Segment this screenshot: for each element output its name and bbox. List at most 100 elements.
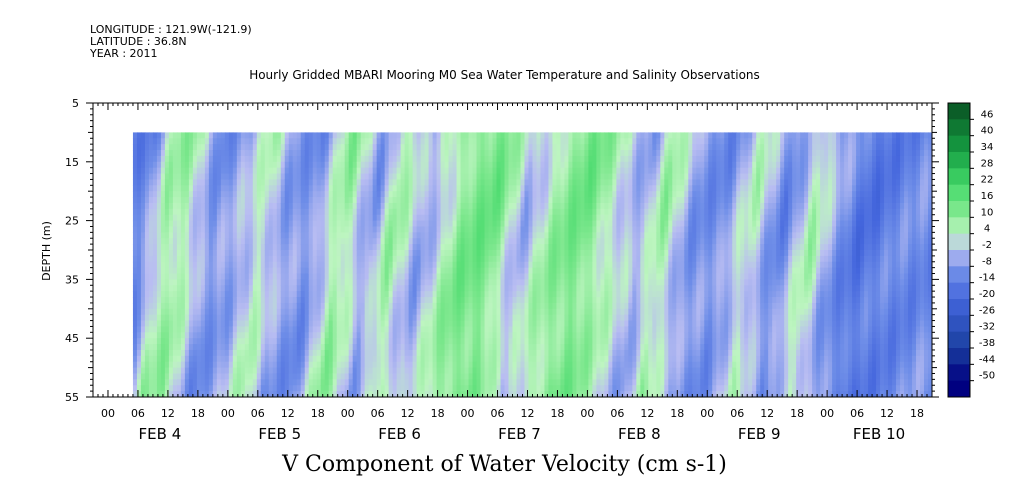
heatmap-cell [172, 214, 178, 222]
heatmap-cell [496, 214, 502, 222]
heatmap-cell [136, 179, 142, 186]
heatmap-cell [388, 144, 394, 151]
heatmap-cell [232, 202, 238, 210]
heatmap-cell [396, 320, 402, 328]
heatmap-cell [544, 285, 550, 292]
heatmap-cell [172, 167, 178, 175]
heatmap-cell [368, 338, 374, 345]
heatmap-cell [248, 244, 254, 251]
heatmap-cell [308, 338, 314, 345]
heatmap-cell [244, 355, 250, 363]
heatmap-cell [536, 279, 542, 286]
heatmap-cell [168, 220, 174, 228]
heatmap-cell [480, 232, 486, 239]
heatmap-cell [216, 279, 222, 286]
heatmap-cell [480, 302, 486, 310]
heatmap-cell [272, 238, 278, 245]
heatmap-cell [332, 338, 338, 345]
heatmap-cell [252, 308, 258, 316]
heatmap-cell [452, 238, 458, 245]
heatmap-cell [360, 226, 366, 233]
heatmap-cell [136, 132, 142, 139]
heatmap-cell [240, 379, 246, 386]
heatmap-cell [424, 379, 430, 386]
heatmap-cell [520, 226, 526, 233]
heatmap-cell [500, 261, 506, 269]
heatmap-cell [328, 202, 334, 210]
heatmap-cell [188, 279, 194, 286]
heatmap-cell [244, 132, 250, 139]
heatmap-cell [244, 361, 250, 369]
heatmap-cell [536, 220, 542, 228]
heatmap-cell [544, 185, 550, 192]
heatmap-cell [336, 155, 342, 163]
heatmap-cell [344, 308, 350, 316]
heatmap-cell [404, 344, 410, 351]
heatmap-cell [452, 361, 458, 369]
heatmap-cell [324, 250, 330, 257]
heatmap-cell [312, 291, 318, 298]
heatmap-cell [400, 214, 406, 222]
heatmap-cell [504, 273, 510, 280]
heatmap-cell [488, 144, 494, 151]
heatmap-cell [316, 138, 322, 145]
heatmap-cell [300, 320, 306, 328]
heatmap-cell [468, 355, 474, 363]
heatmap-cell [348, 138, 354, 145]
heatmap-cell [380, 267, 386, 275]
heatmap-cell [460, 232, 466, 239]
heatmap-cell [172, 226, 178, 233]
heatmap-cell [280, 220, 286, 228]
heatmap-cell [396, 220, 402, 228]
heatmap-cell [280, 155, 286, 163]
heatmap-cell [160, 208, 166, 216]
heatmap-cell [484, 161, 490, 169]
heatmap-cell [248, 132, 254, 139]
heatmap-cell [564, 332, 570, 339]
heatmap-cell [420, 185, 426, 192]
heatmap-cell [160, 385, 166, 392]
heatmap-cell [480, 244, 486, 251]
heatmap-cell [508, 220, 514, 228]
heatmap-cell [324, 285, 330, 292]
heatmap-cell [516, 326, 522, 333]
heatmap-cell [540, 279, 546, 286]
heatmap-cell [344, 344, 350, 351]
heatmap-cell [408, 261, 414, 269]
heatmap-cell [404, 273, 410, 280]
heatmap-cell [164, 355, 170, 363]
heatmap-cell [224, 302, 230, 310]
heatmap-cell [348, 226, 354, 233]
heatmap-cell [152, 208, 158, 216]
heatmap-cell [456, 344, 462, 351]
heatmap-cell [240, 273, 246, 280]
heatmap-cell [236, 167, 242, 175]
heatmap-cell [280, 208, 286, 216]
heatmap-cell [268, 250, 274, 257]
heatmap-cell [136, 355, 142, 363]
heatmap-cell [408, 379, 414, 386]
heatmap-cell [456, 320, 462, 328]
heatmap-cell [484, 179, 490, 186]
heatmap-cell [244, 191, 250, 198]
heatmap-cell [456, 379, 462, 386]
heatmap-cell [336, 349, 342, 357]
heatmap-cell [284, 314, 290, 322]
heatmap-cell [380, 385, 386, 392]
heatmap-cell [420, 379, 426, 386]
heatmap-cell [304, 355, 310, 363]
heatmap-cell [532, 373, 538, 380]
heatmap-cell [464, 361, 470, 369]
heatmap-cell [268, 197, 274, 204]
heatmap-cell [236, 391, 242, 397]
heatmap-cell [524, 132, 530, 139]
heatmap-cell [148, 320, 154, 328]
heatmap-cell [164, 326, 170, 333]
heatmap-cell [560, 367, 566, 375]
heatmap-cell [168, 285, 174, 292]
heatmap-cell [304, 314, 310, 322]
heatmap-cell [216, 361, 222, 369]
heatmap-cell [200, 220, 206, 228]
heatmap-cell [416, 320, 422, 328]
heatmap-cell [336, 138, 342, 145]
